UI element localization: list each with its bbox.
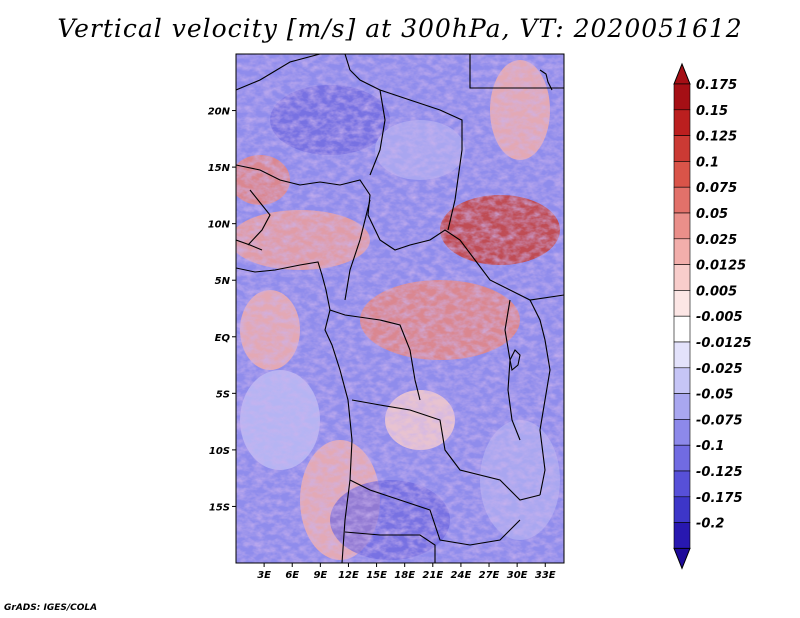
colorbar-swatch [673, 161, 691, 188]
map-frame [235, 53, 565, 564]
colorbar-label: -0.05 [696, 388, 733, 403]
colorbar-swatch [673, 470, 691, 498]
lat-label: 5N [215, 276, 231, 287]
colorbar-swatch [673, 341, 691, 369]
colorbar-label: 0.1 [696, 155, 719, 170]
colorbar-label: 0.05 [696, 207, 728, 222]
colorbar-swatch [673, 238, 691, 265]
colorbar-label: -0.075 [696, 413, 743, 428]
colorbar-swatch [673, 109, 691, 136]
colorbar: 0.175 0.15 0.125 0.1 0.075 0.05 0.025 0.0125 0.0… [673, 62, 752, 570]
lat-label: 5S [216, 389, 230, 400]
lon-label: 27E [479, 570, 500, 581]
longitude-axis: 3E 6E 9E 12E 15E 18E 21E 24E 27E 30E 33E [257, 563, 556, 581]
lat-label: 15S [209, 502, 230, 513]
latitude-axis: 20N 15N 10N 5N EQ 5S 10S 15S [208, 107, 236, 513]
lat-label: 20N [208, 107, 231, 118]
colorbar-swatch [673, 444, 691, 472]
colorbar-label: 0.15 [696, 104, 728, 119]
map-title: Vertical velocity [m/s] at 300hPa, VT: 2… [57, 14, 743, 43]
colorbar-label: 0.125 [696, 130, 737, 145]
colorbar-swatch [673, 83, 691, 111]
colorbar-label: 0.025 [696, 233, 737, 248]
lon-label: 9E [313, 570, 327, 581]
lon-label: 18E [394, 570, 415, 581]
colorbar-swatch [673, 186, 691, 214]
lon-label: 24E [451, 570, 472, 581]
lat-label: 15N [208, 163, 231, 174]
colorbar-swatch [673, 522, 691, 549]
lon-label: 15E [366, 570, 387, 581]
colorbar-label: -0.0125 [696, 336, 752, 351]
colorbar-label: -0.2 [696, 517, 724, 532]
colorbar-label: 0.005 [696, 284, 737, 299]
colorbar-top-arrow [673, 62, 691, 85]
colorbar-swatch [673, 264, 691, 291]
colorbar-label: -0.175 [696, 491, 743, 506]
colorbar-swatch [673, 135, 691, 162]
country-borders [236, 54, 564, 563]
colorbar-swatch [673, 367, 691, 394]
colorbar-label: -0.125 [696, 465, 743, 480]
lon-label: 33E [535, 570, 556, 581]
grads-credit: GrADS: IGES/COLA [4, 603, 98, 613]
lon-label: 30E [507, 570, 528, 581]
colorbar-swatch [673, 315, 691, 343]
colorbar-swatch [673, 290, 691, 317]
colorbar-swatch [673, 496, 691, 523]
colorbar-label: 0.075 [696, 181, 737, 196]
colorbar-label: -0.1 [696, 439, 724, 454]
colorbar-bottom-arrow [673, 547, 691, 570]
colorbar-swatch [673, 212, 691, 240]
lat-label: 10N [208, 220, 231, 231]
lat-label: EQ [215, 333, 231, 344]
lon-label: 3E [257, 570, 271, 581]
colorbar-swatch [673, 419, 691, 446]
colorbar-swatch [673, 393, 691, 420]
colorbar-label: 0.175 [696, 78, 737, 93]
colorbar-label: 0.0125 [696, 259, 746, 274]
colorbar-label: -0.005 [696, 310, 743, 325]
lon-label: 21E [422, 570, 443, 581]
lat-label: 10S [209, 446, 230, 457]
lon-label: 6E [285, 570, 299, 581]
lon-label: 12E [338, 570, 359, 581]
colorbar-label: -0.025 [696, 362, 743, 377]
velocity-field [236, 54, 564, 563]
